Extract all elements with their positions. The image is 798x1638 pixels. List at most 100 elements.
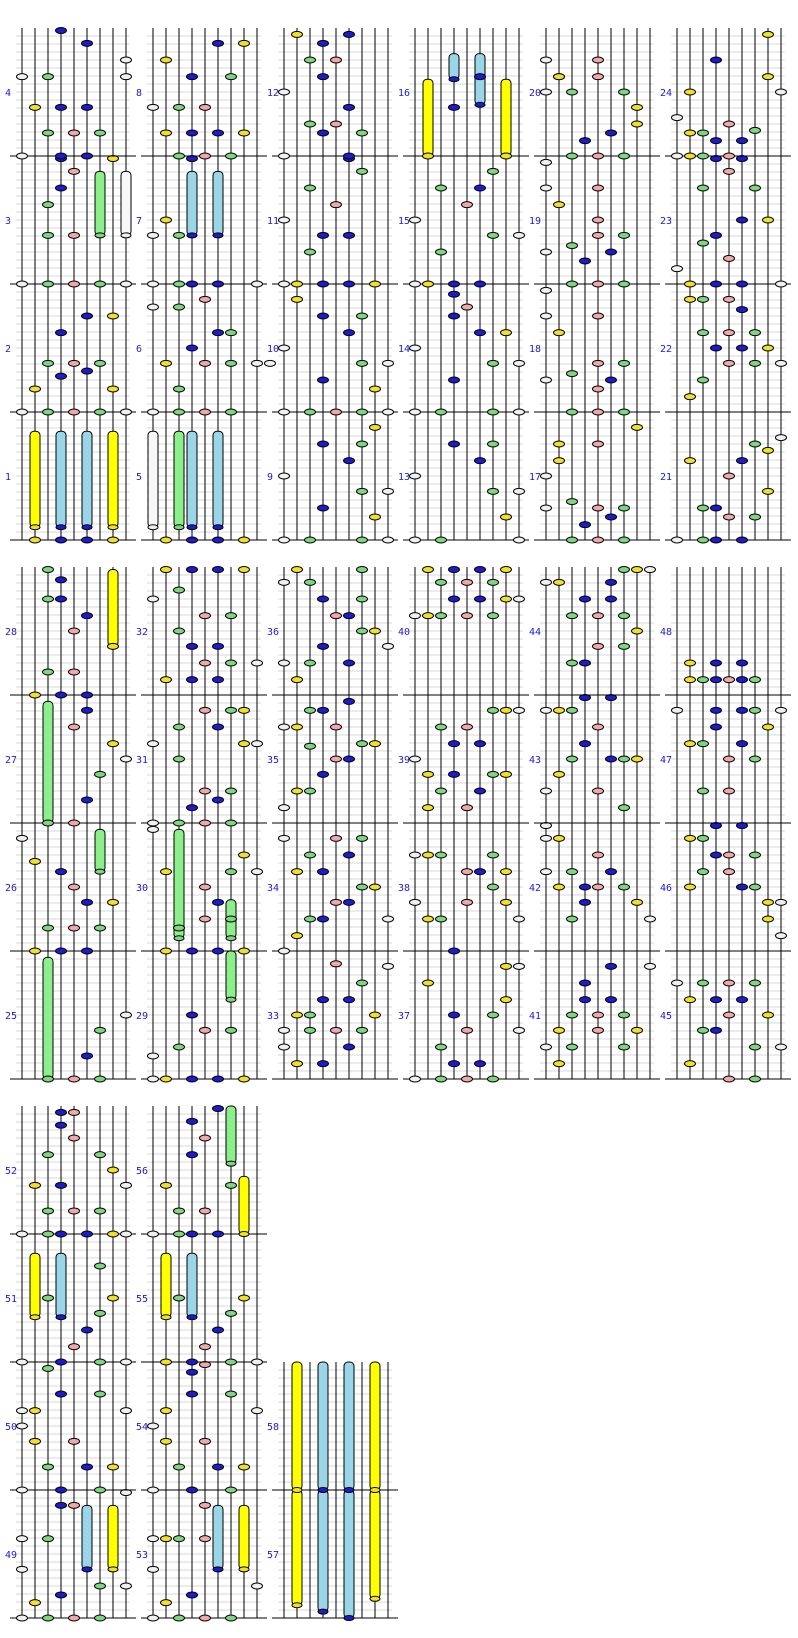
note <box>671 706 683 714</box>
note <box>684 280 696 288</box>
note <box>212 1230 224 1238</box>
note <box>291 723 303 731</box>
note <box>238 536 250 544</box>
note <box>199 152 211 160</box>
measure-21: 21 <box>660 412 791 544</box>
note <box>147 1535 159 1543</box>
note <box>199 787 211 795</box>
note <box>42 819 54 827</box>
note <box>330 723 342 731</box>
note <box>500 898 512 906</box>
note <box>212 947 224 955</box>
measure-number: 51 <box>5 1294 17 1305</box>
note <box>107 536 119 544</box>
note <box>42 1535 54 1543</box>
note <box>173 723 185 731</box>
note <box>566 88 578 96</box>
note <box>94 359 106 367</box>
note <box>173 1535 185 1543</box>
note <box>592 723 604 731</box>
note <box>343 231 355 239</box>
note <box>684 659 696 667</box>
note <box>186 1390 198 1398</box>
note <box>186 1358 198 1366</box>
note <box>81 1052 93 1060</box>
measure-8: 8 <box>136 28 267 160</box>
note <box>500 770 512 778</box>
note <box>474 595 486 603</box>
note <box>225 819 237 827</box>
note <box>697 152 709 160</box>
note <box>160 129 172 137</box>
note <box>723 472 735 480</box>
note <box>94 1075 106 1083</box>
note <box>618 883 630 891</box>
note <box>291 30 303 38</box>
note <box>55 1108 67 1116</box>
note <box>409 1075 421 1083</box>
note <box>618 504 630 512</box>
note <box>749 1043 761 1051</box>
note <box>710 504 722 512</box>
note <box>435 578 447 586</box>
measure-26: 26 <box>5 823 136 955</box>
note <box>723 676 735 684</box>
note <box>775 280 787 288</box>
note <box>553 1060 565 1068</box>
measure-41: 41 <box>529 951 660 1080</box>
long-note-head <box>317 1487 329 1493</box>
note <box>422 566 434 574</box>
note <box>369 1011 381 1019</box>
note <box>356 167 368 175</box>
measure-number: 19 <box>529 216 541 227</box>
measure-54: 54 <box>136 1361 267 1494</box>
note <box>697 979 709 987</box>
note <box>343 30 355 38</box>
measure-number: 57 <box>267 1550 279 1561</box>
note <box>291 1011 303 1019</box>
measure-number: 29 <box>136 1011 148 1022</box>
note <box>435 1043 447 1051</box>
note <box>369 423 381 431</box>
note <box>605 996 617 1004</box>
measure-6: 6 <box>136 284 276 416</box>
note <box>225 1181 237 1189</box>
note <box>199 883 211 891</box>
note <box>317 642 329 650</box>
note <box>199 819 211 827</box>
measure-28: 28 <box>5 566 136 699</box>
note <box>461 201 473 209</box>
note <box>618 804 630 812</box>
note <box>278 216 290 224</box>
note <box>186 344 198 352</box>
note <box>81 947 93 955</box>
note <box>540 787 552 795</box>
note <box>120 1358 132 1366</box>
note <box>55 1591 67 1599</box>
note <box>173 819 185 827</box>
note <box>29 103 41 111</box>
note <box>186 566 198 574</box>
note <box>173 627 185 635</box>
measure-36: 36 <box>267 566 398 696</box>
note <box>330 201 342 209</box>
note <box>631 755 643 763</box>
note <box>762 1011 774 1019</box>
note <box>566 706 578 714</box>
note <box>461 804 473 812</box>
note <box>671 536 683 544</box>
note <box>199 659 211 667</box>
note <box>278 578 290 586</box>
note <box>107 1463 119 1471</box>
note <box>749 979 761 987</box>
note <box>81 691 93 699</box>
measure-number: 46 <box>660 883 672 894</box>
note <box>356 408 368 416</box>
note <box>736 659 748 667</box>
measure-27: 27 <box>5 695 136 827</box>
note <box>631 120 643 128</box>
measure-32: 32 <box>136 566 267 696</box>
note <box>94 1151 106 1159</box>
long-note <box>147 430 159 528</box>
